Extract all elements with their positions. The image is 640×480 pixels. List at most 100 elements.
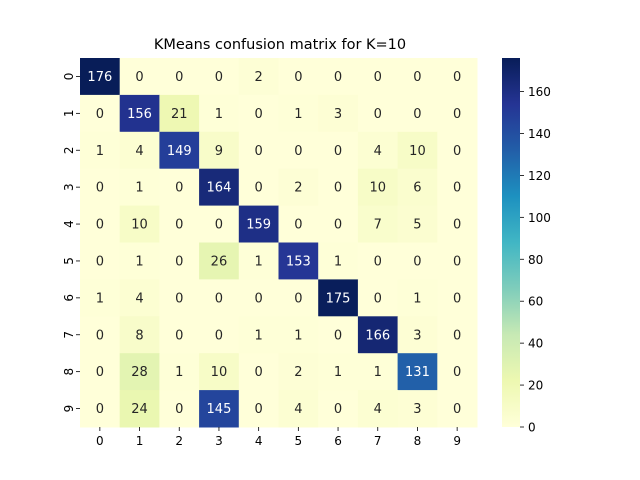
cell-value-label: 5 [413, 218, 421, 233]
cell-value-label: 4 [135, 291, 143, 306]
cell-value-label: 4 [135, 144, 143, 159]
heatmap-cell [437, 390, 478, 428]
cell-value-label: 1 [255, 254, 263, 269]
heatmap-cell [318, 168, 359, 207]
heatmap-cell [80, 353, 121, 391]
heatmap-cell [318, 279, 359, 317]
cell-value-label: 0 [175, 291, 183, 306]
cell-value-label: 7 [374, 218, 382, 233]
cell-value-label: 0 [294, 144, 302, 159]
colorbar-tick-label: 60 [528, 295, 543, 309]
heatmap-cell [119, 168, 160, 207]
cell-value-label: 10 [131, 218, 148, 233]
x-tick-label: 9 [453, 434, 461, 448]
cell-value-label: 10 [211, 365, 228, 380]
cell-value-label: 0 [453, 70, 461, 85]
cell-value-label: 0 [96, 218, 104, 233]
heatmap-cell [80, 131, 121, 170]
heatmap-cell [80, 390, 121, 428]
heatmap-cells [80, 58, 478, 428]
cell-value-label: 1 [96, 144, 104, 159]
cell-value-label: 0 [374, 254, 382, 269]
heatmap-cell [80, 279, 121, 317]
cell-value-label: 0 [96, 402, 104, 417]
cell-value-label: 0 [175, 402, 183, 417]
cell-value-label: 0 [334, 218, 342, 233]
heatmap-cell [357, 205, 399, 243]
heatmap-cell [159, 279, 200, 317]
colorbar-ticks: 0 20 40 60 80 100 120 140 160 [520, 85, 551, 435]
heatmap-cell [199, 94, 240, 133]
y-tick-label: 2 [62, 146, 76, 154]
cell-value-label: 0 [96, 254, 104, 269]
cell-value-label: 0 [175, 181, 183, 196]
cell-value-label: 6 [413, 181, 421, 196]
cell-value-label: 145 [207, 402, 232, 417]
cell-value-label: 0 [374, 70, 382, 85]
heatmap-cell [80, 242, 121, 280]
heatmap-cell [278, 279, 319, 317]
cell-value-label: 0 [374, 291, 382, 306]
y-tick-label: 4 [62, 220, 76, 228]
cell-value-label: 4 [374, 402, 382, 417]
cell-value-label: 1 [413, 291, 421, 306]
heatmap-cell [80, 168, 121, 207]
colorbar-tick-label: 40 [528, 337, 543, 351]
heatmap-cell [397, 242, 438, 280]
heatmap-cell [238, 131, 279, 170]
y-tick-label: 7 [62, 331, 76, 339]
cell-value-label: 156 [127, 107, 152, 122]
cell-value-label: 1 [334, 365, 342, 380]
heatmap-cell [437, 242, 478, 280]
heatmap-cell [199, 353, 240, 391]
cell-value-label: 153 [286, 254, 311, 269]
heatmap-cell [397, 94, 438, 133]
heatmap-cell [119, 279, 160, 317]
heatmap-cell [318, 390, 359, 428]
colorbar-tick-label: 0 [528, 421, 536, 435]
cell-value-label: 0 [453, 365, 461, 380]
cell-value-label: 149 [167, 144, 192, 159]
heatmap-cell [199, 58, 240, 96]
cell-value-label: 0 [453, 328, 461, 343]
cell-value-label: 166 [365, 328, 390, 343]
y-tick-label: 3 [62, 183, 76, 191]
cell-value-label: 0 [96, 365, 104, 380]
heatmap-cell [397, 353, 438, 391]
y-axis-ticks: 0 1 2 3 4 5 6 7 8 9 [62, 73, 80, 413]
cell-value-label: 159 [246, 218, 271, 233]
heatmap-cell [357, 94, 399, 133]
cell-value-label: 176 [87, 70, 112, 85]
cell-value-label: 21 [171, 107, 188, 122]
heatmap-cell [159, 205, 200, 243]
x-tick-label: 2 [175, 434, 183, 448]
heatmap-cell [238, 353, 279, 391]
heatmap-cell [437, 168, 478, 207]
cell-value-label: 0 [255, 365, 263, 380]
heatmap-cell [159, 168, 200, 207]
cell-value-label: 26 [211, 254, 228, 269]
cell-value-label: 0 [175, 218, 183, 233]
heatmap-cell [357, 58, 399, 96]
heatmap-cell [278, 168, 319, 207]
heatmap-cell [238, 58, 279, 96]
heatmap-cell [119, 205, 160, 243]
cell-value-label: 0 [374, 107, 382, 122]
cell-value-label: 4 [374, 144, 382, 159]
cell-value-label: 0 [334, 70, 342, 85]
heatmap-cell [80, 94, 121, 133]
heatmap-cell [437, 353, 478, 391]
heatmap-cell [437, 131, 478, 170]
heatmap-cell [278, 390, 319, 428]
heatmap-cell [397, 58, 438, 96]
heatmap-cell [238, 242, 279, 280]
cell-value-label: 0 [453, 107, 461, 122]
cell-value-label: 131 [405, 365, 430, 380]
heatmap-cell [437, 279, 478, 317]
x-tick-label: 4 [255, 434, 263, 448]
colorbar-tick-label: 80 [528, 253, 543, 267]
heatmap-cell [357, 353, 399, 391]
cell-value-label: 4 [294, 402, 302, 417]
x-tick-label: 1 [136, 434, 144, 448]
y-tick-label: 9 [62, 405, 76, 413]
